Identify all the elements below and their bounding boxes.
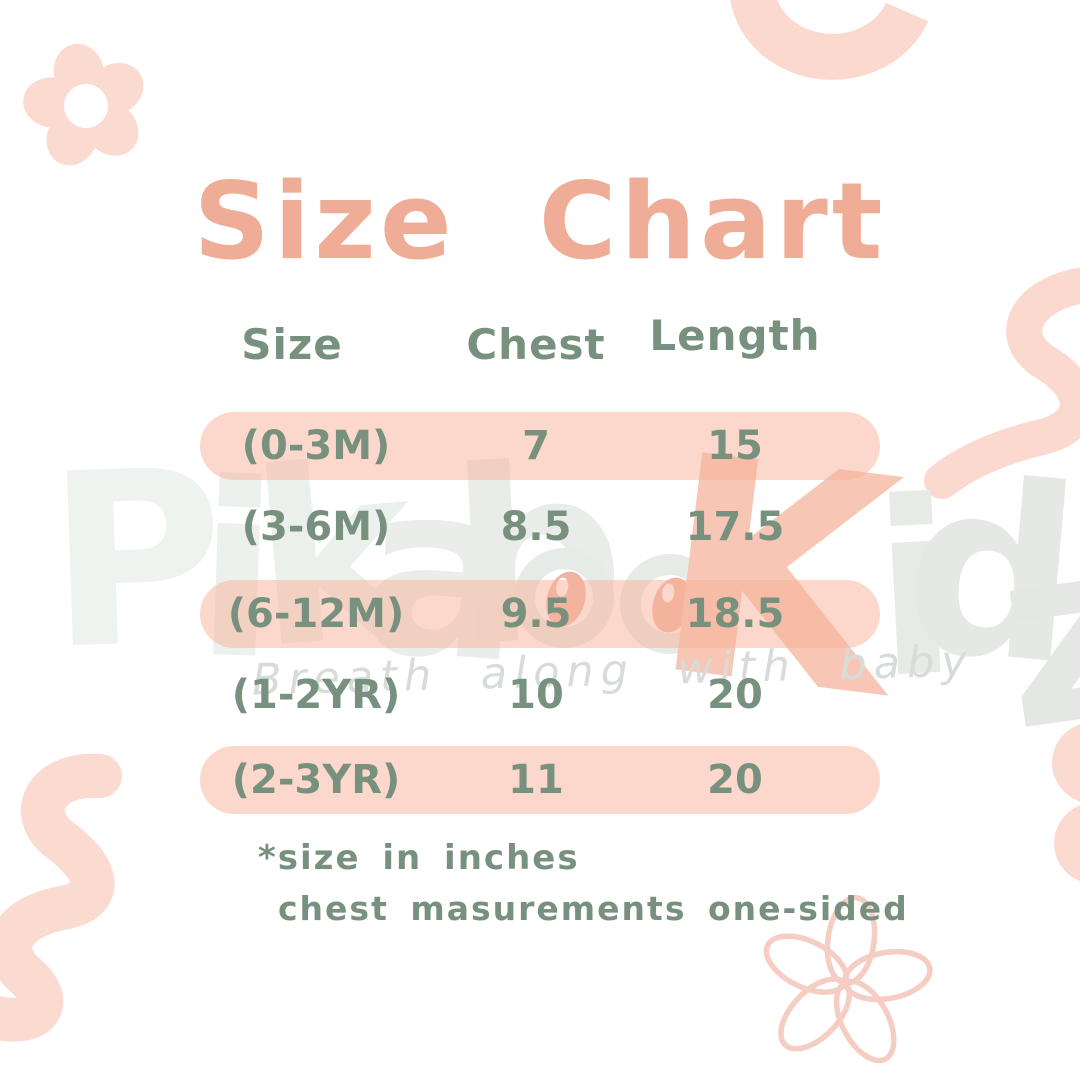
size-cell: (2-3YR) <box>231 757 401 803</box>
chest-cell: 9.5 <box>500 591 572 637</box>
length-cell: 15 <box>707 423 763 469</box>
column-header-length: Length <box>649 310 821 360</box>
length-cell: 20 <box>707 672 763 718</box>
table-row: (2-3YR) 11 20 <box>200 746 880 814</box>
squiggle-bottom-left-icon <box>0 753 122 1042</box>
footnote-units: *size in inches <box>258 838 580 878</box>
table-row: (1-2YR) 10 20 <box>200 661 880 729</box>
chest-cell: 11 <box>508 757 564 803</box>
table-row: (6-12M) 9.5 18.5 <box>200 580 880 648</box>
length-cell: 18.5 <box>685 591 785 637</box>
squiggle-right-edge-icon <box>924 267 1080 499</box>
chest-cell: 8.5 <box>500 504 572 550</box>
flower-outline-bottom-right-icon <box>763 894 933 1064</box>
length-cell: 20 <box>707 757 763 803</box>
length-cell: 17.5 <box>685 504 785 550</box>
chest-cell: 7 <box>522 423 550 469</box>
column-header-size: Size <box>241 319 343 369</box>
column-header-chest: Chest <box>466 319 606 369</box>
footnote-measurement: chest masurements one-sided <box>278 889 909 928</box>
petals-right-edge-icon <box>1052 721 1080 885</box>
chest-cell: 10 <box>508 672 564 718</box>
size-cell: (1-2YR) <box>231 672 401 718</box>
table-row: (3-6M) 8.5 17.5 <box>200 493 880 561</box>
arc-top-right-icon <box>730 0 929 80</box>
size-cell: (6-12M) <box>227 591 405 637</box>
flower-filled-top-left-icon <box>23 43 144 166</box>
size-cell: (3-6M) <box>241 504 391 550</box>
size-cell: (0-3M) <box>241 423 391 469</box>
table-row: (0-3M) 7 15 <box>200 412 880 480</box>
table-header-row: Size Chest Length <box>200 310 880 378</box>
page-title: Size Chart <box>193 160 887 283</box>
